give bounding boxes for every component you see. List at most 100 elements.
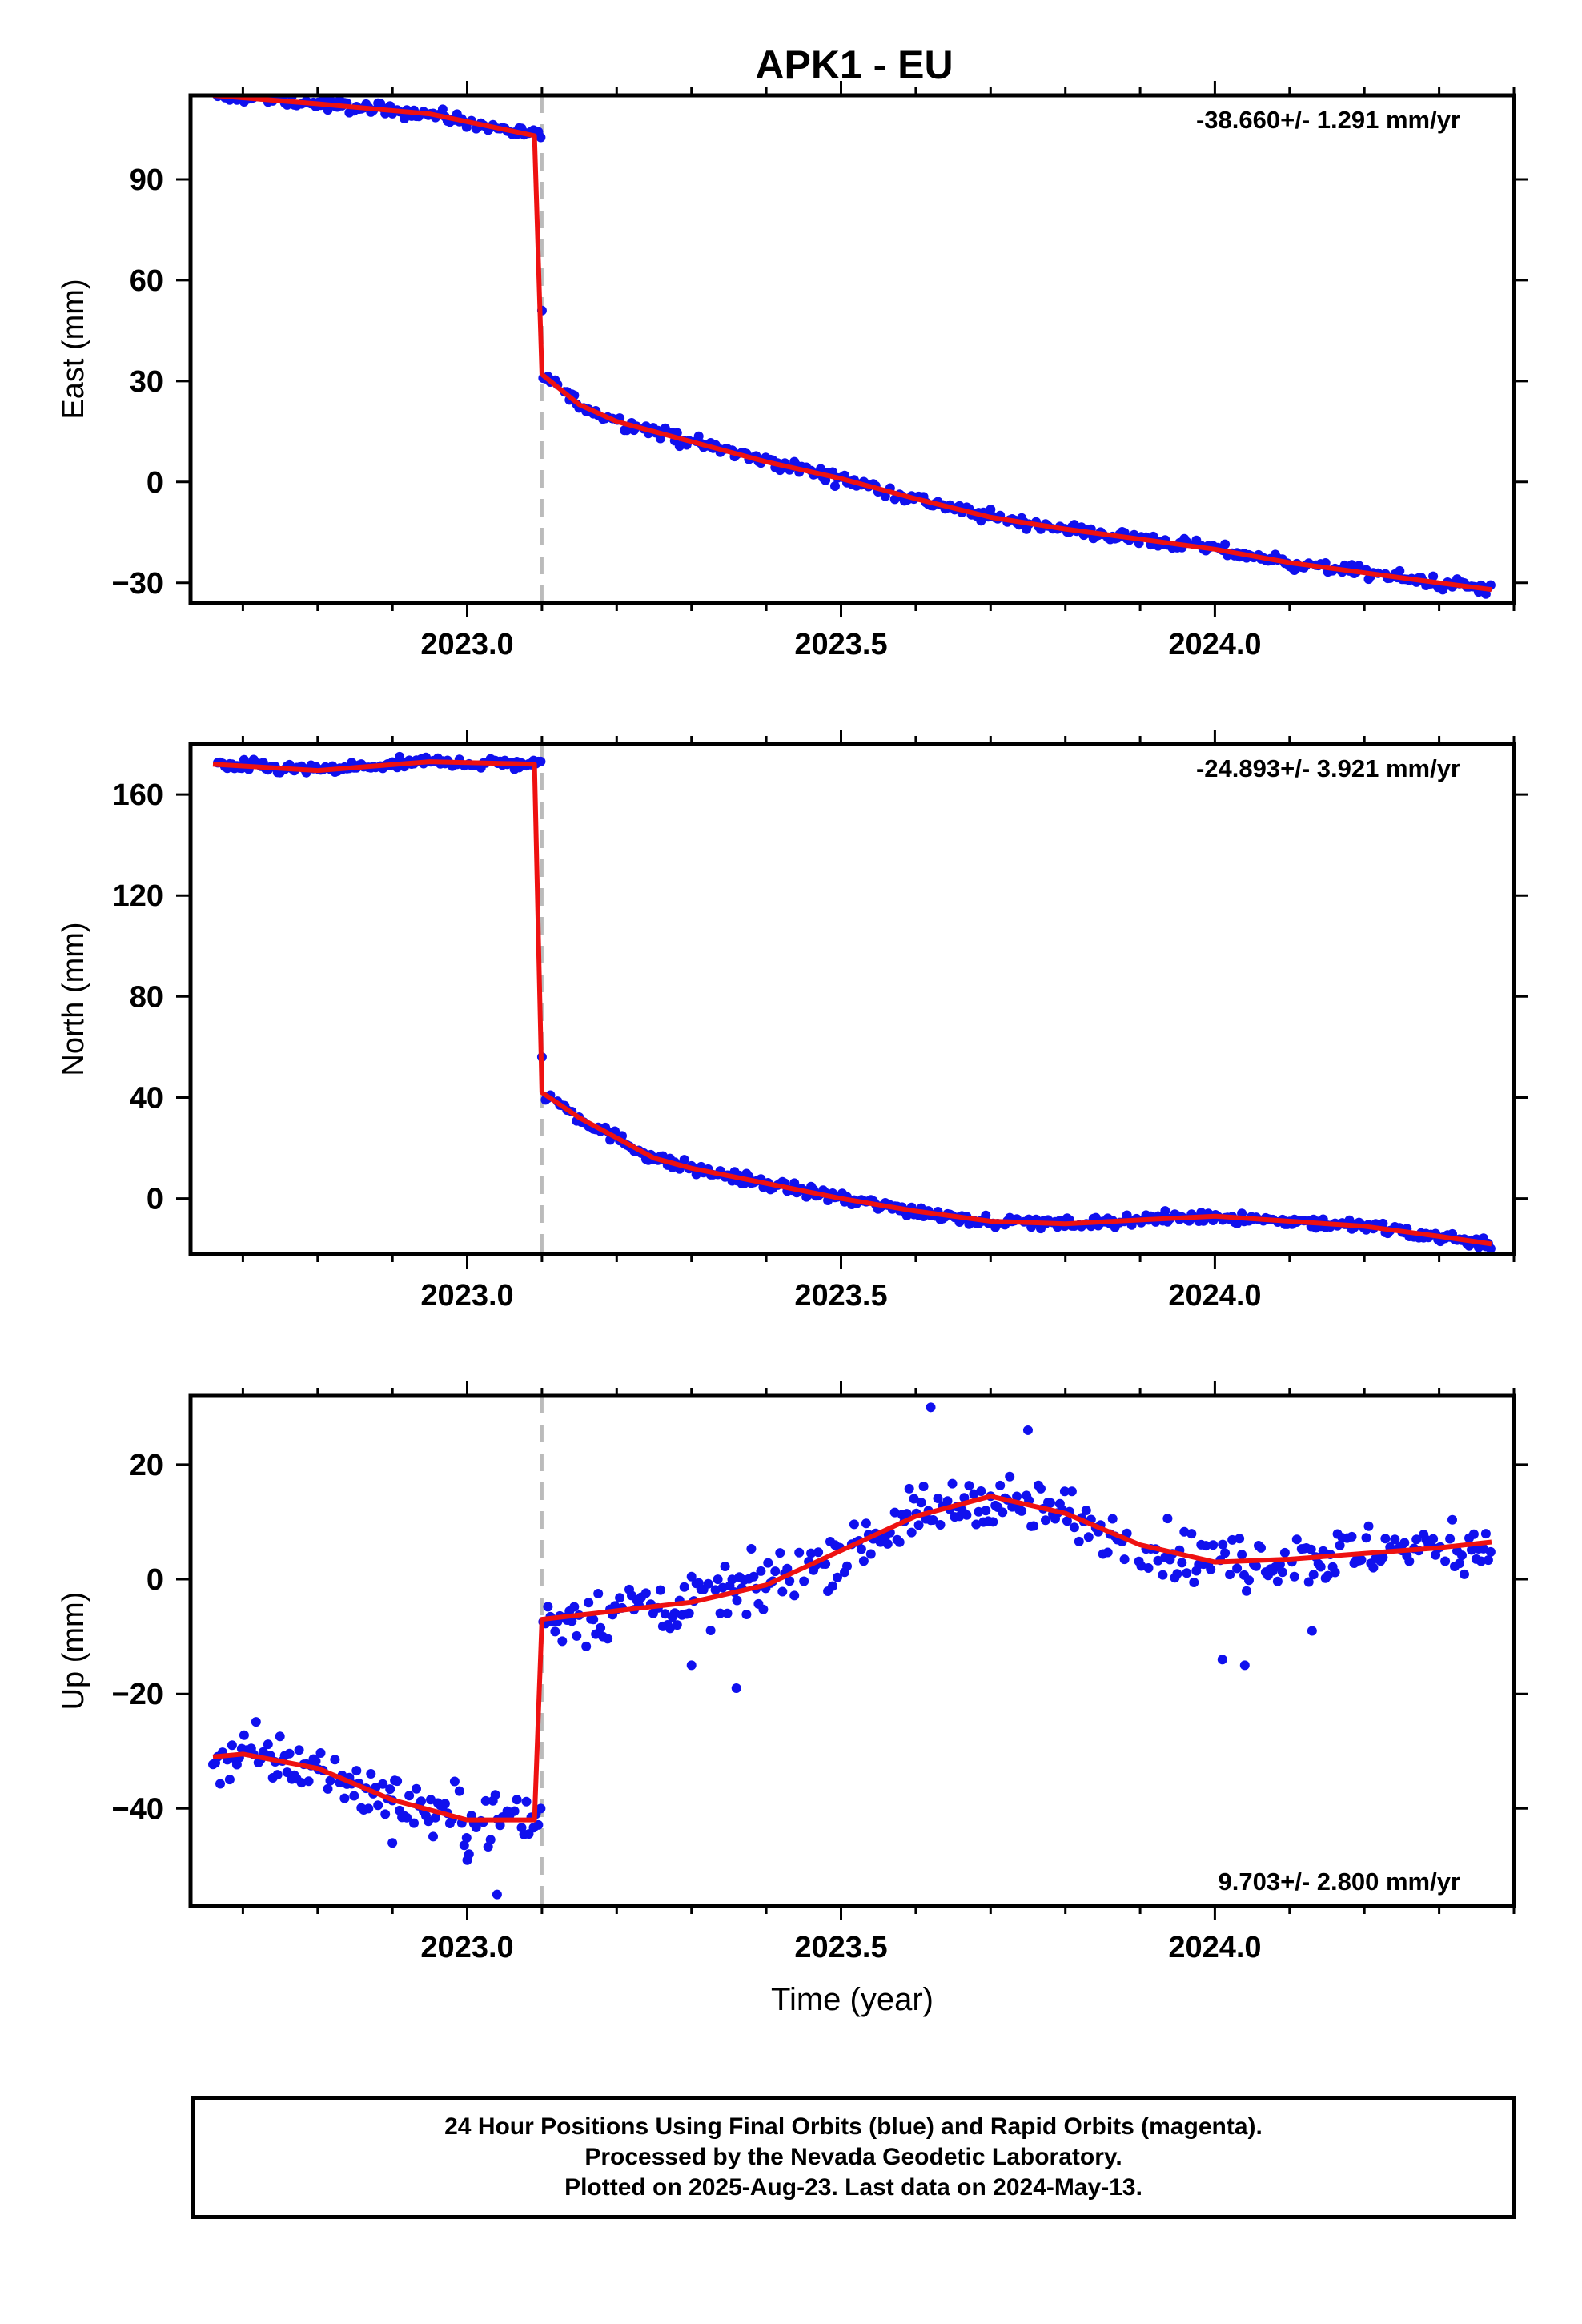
data-point xyxy=(339,1793,350,1803)
data-point xyxy=(550,1626,560,1637)
data-point xyxy=(1344,1215,1355,1225)
data-point xyxy=(363,1803,374,1814)
data-point xyxy=(1315,1562,1326,1572)
data-point xyxy=(789,1178,800,1188)
data-point xyxy=(1235,1534,1245,1544)
data-point xyxy=(1478,1543,1488,1554)
data-point xyxy=(315,1748,326,1758)
panel-east: 2023.0 2023.5 2024.0 −30 0 30 60 90 East (mm) -38… xyxy=(57,81,1528,661)
data-point xyxy=(1220,539,1231,549)
data-point xyxy=(1395,565,1405,576)
data-point xyxy=(325,1775,335,1786)
data-point xyxy=(1102,1547,1113,1558)
data-point xyxy=(239,1730,249,1740)
data-point xyxy=(303,1776,314,1787)
data-point xyxy=(1335,1540,1345,1550)
data-point xyxy=(1399,1538,1410,1548)
data-point xyxy=(713,1574,723,1585)
data-point xyxy=(935,1520,946,1530)
footer-line-2: Processed by the Nevada Geodetic Laborat… xyxy=(584,2144,1122,2170)
data-point xyxy=(1074,1536,1084,1546)
panel-up: 2023.0 2023.5 2024.0 −40 −20 0 20 Up (mm) Time (… xyxy=(57,1381,1528,2017)
x-tick-label: 2023.5 xyxy=(794,1279,887,1313)
data-point xyxy=(794,1547,805,1558)
data-point xyxy=(251,1717,261,1727)
data-point xyxy=(703,1578,713,1589)
data-point xyxy=(1227,1534,1238,1545)
data-point xyxy=(461,1833,472,1843)
x-tick-label: 2024.0 xyxy=(1168,1279,1261,1313)
data-point xyxy=(1411,1534,1422,1545)
data-point xyxy=(1460,1569,1469,1579)
data-point xyxy=(889,1507,900,1518)
data-point xyxy=(679,1155,689,1165)
data-point xyxy=(1473,1242,1484,1252)
data-point xyxy=(942,1496,953,1506)
data-point xyxy=(330,1755,340,1765)
data-point xyxy=(1485,1546,1496,1557)
data-point xyxy=(782,1563,793,1574)
y-tick-label: 0 xyxy=(147,1563,163,1597)
data-point xyxy=(485,1835,496,1845)
data-point xyxy=(1306,1544,1316,1554)
data-point xyxy=(715,1608,725,1618)
data-point xyxy=(1242,1586,1251,1596)
data-point xyxy=(480,1795,491,1806)
data-point xyxy=(1017,1506,1027,1516)
data-point xyxy=(402,1812,412,1823)
data-point xyxy=(584,1598,594,1608)
data-point xyxy=(1455,1558,1464,1569)
data-point xyxy=(918,1482,929,1491)
data-point xyxy=(1225,1570,1235,1580)
data-point xyxy=(858,1556,869,1566)
footer-line-1: 24 Hour Positions Using Final Orbits (bl… xyxy=(444,2113,1263,2140)
data-point xyxy=(928,1515,938,1525)
data-point xyxy=(557,1636,568,1647)
data-point xyxy=(1361,1533,1371,1543)
data-point xyxy=(1279,1547,1290,1558)
data-point xyxy=(1201,1541,1211,1551)
data-point xyxy=(1363,1521,1374,1531)
data-point xyxy=(976,1486,986,1496)
data-point xyxy=(1428,571,1439,581)
data-point xyxy=(1330,1567,1340,1578)
data-point xyxy=(1303,1577,1314,1587)
data-point xyxy=(430,1812,440,1823)
footer-caption: 24 Hour Positions Using Final Orbits (bl… xyxy=(191,2096,1516,2219)
x-axis: 2023.0 2023.5 2024.0 xyxy=(241,1381,1516,1964)
data-point xyxy=(731,1683,741,1694)
data-point xyxy=(763,1558,773,1568)
x-axis-label: Time (year) xyxy=(771,1982,934,2017)
data-point xyxy=(615,1593,625,1603)
y-tick-label: −20 xyxy=(112,1678,163,1711)
data-point xyxy=(1378,1218,1388,1228)
data-point xyxy=(593,1589,604,1598)
data-point xyxy=(400,114,410,123)
data-point xyxy=(1179,1526,1190,1537)
data-point xyxy=(424,1816,433,1827)
data-point xyxy=(746,1544,757,1554)
data-point xyxy=(1480,1529,1491,1539)
y-tick-label: 80 xyxy=(130,980,163,1014)
data-point xyxy=(865,1549,876,1559)
data-point xyxy=(351,1766,362,1776)
y-axis: −40 −20 0 20 xyxy=(112,1449,1528,1826)
data-point xyxy=(741,1610,752,1619)
data-point xyxy=(385,1784,396,1795)
data-point xyxy=(720,1562,730,1571)
data-point xyxy=(1012,1491,1022,1502)
data-point xyxy=(806,1548,817,1558)
data-point xyxy=(323,1783,333,1794)
data-point xyxy=(1380,1534,1391,1544)
data-point xyxy=(669,1608,680,1618)
data-point xyxy=(988,1517,998,1527)
y-tick-label: 160 xyxy=(113,778,163,812)
data-point xyxy=(392,1776,403,1787)
y-axis: 0 40 80 120 160 xyxy=(113,778,1528,1216)
data-point xyxy=(1354,561,1364,571)
data-point xyxy=(224,1775,235,1785)
data-point xyxy=(861,1518,871,1529)
y-tick-label: 0 xyxy=(147,466,163,500)
plot-frame xyxy=(188,93,1516,605)
data-point xyxy=(1005,1471,1015,1482)
